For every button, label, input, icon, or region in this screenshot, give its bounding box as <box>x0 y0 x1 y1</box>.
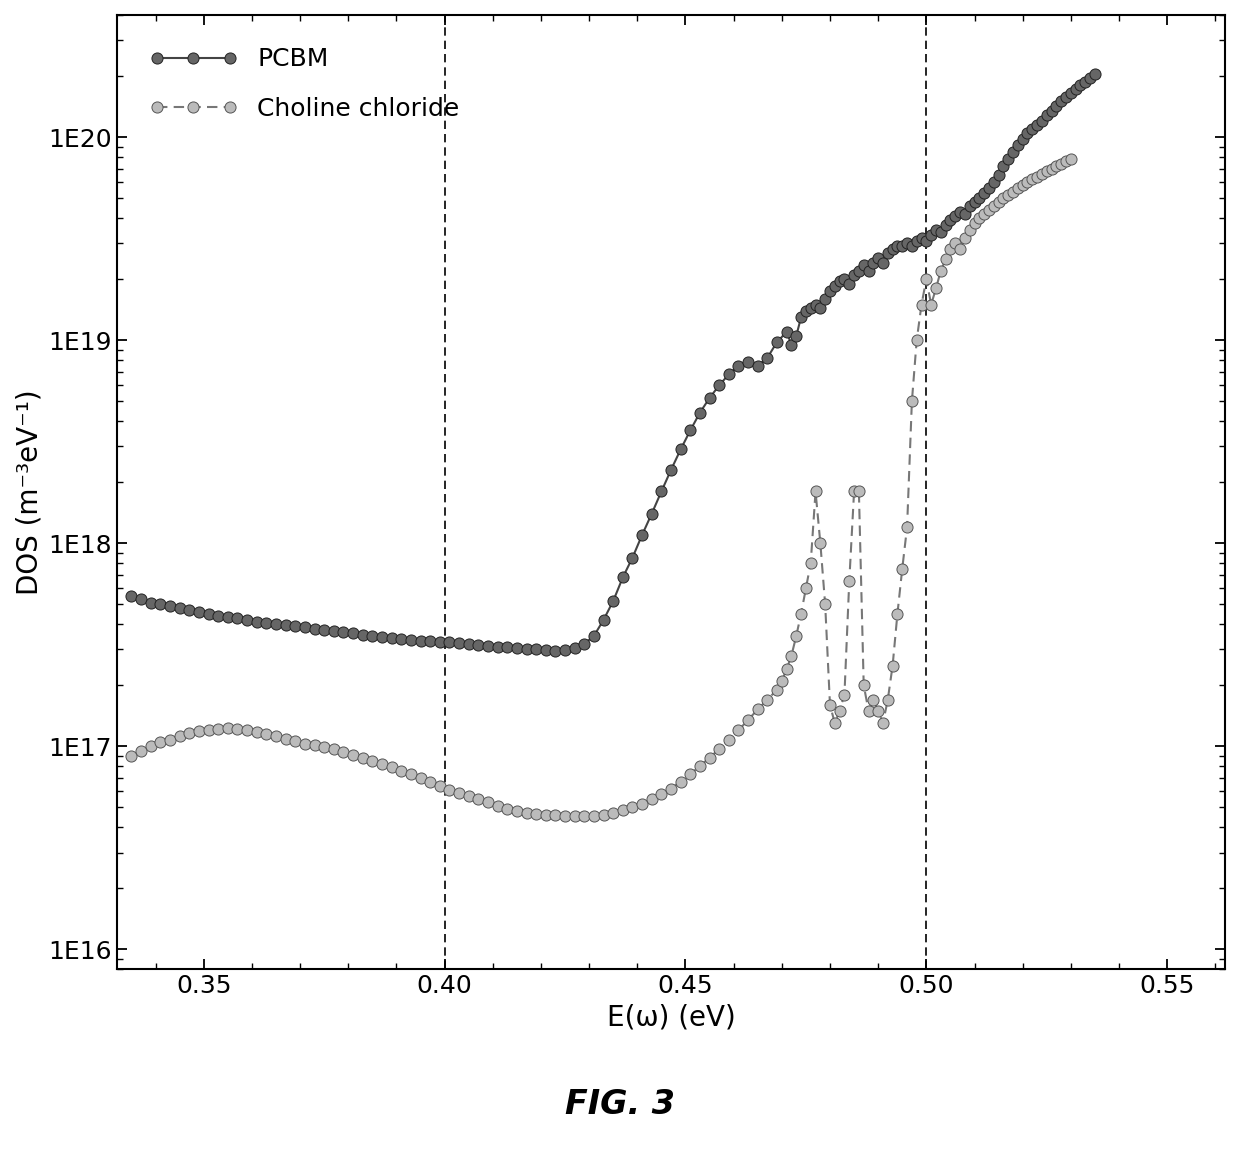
Choline chloride <box>817 598 832 612</box>
Text: FIG. 3: FIG. 3 <box>565 1088 675 1120</box>
PCBM <box>895 239 910 253</box>
PCBM <box>857 258 872 271</box>
Legend: PCBM, Choline chloride: PCBM, Choline chloride <box>129 28 480 140</box>
PCBM <box>1068 83 1083 97</box>
Y-axis label: DOS (m⁻³eV⁻¹): DOS (m⁻³eV⁻¹) <box>15 389 43 595</box>
PCBM <box>124 589 139 603</box>
Choline chloride <box>461 789 476 803</box>
Choline chloride <box>939 253 954 267</box>
Line: Choline chloride: Choline chloride <box>126 154 1076 822</box>
Choline chloride <box>1064 152 1079 166</box>
Choline chloride <box>991 196 1006 209</box>
Choline chloride <box>774 674 789 688</box>
Choline chloride <box>124 749 139 762</box>
X-axis label: E(ω) (eV): E(ω) (eV) <box>606 1004 735 1032</box>
PCBM <box>875 256 890 270</box>
Line: PCBM: PCBM <box>126 68 1100 657</box>
PCBM <box>1087 67 1102 80</box>
Choline chloride <box>577 810 591 823</box>
Choline chloride <box>182 727 197 741</box>
PCBM <box>1054 94 1069 108</box>
PCBM <box>548 644 563 658</box>
PCBM <box>211 608 226 622</box>
